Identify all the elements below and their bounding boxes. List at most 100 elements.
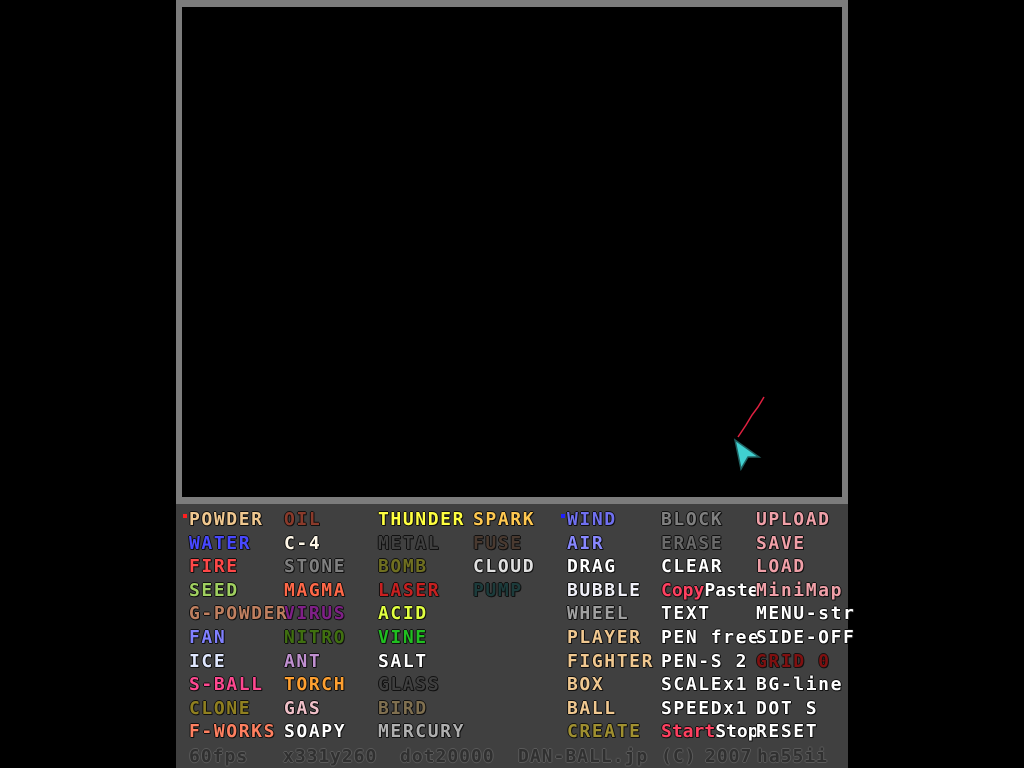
- menu-item-grid-0[interactable]: GRID 0: [756, 650, 831, 673]
- menu-item-text[interactable]: TEXT: [661, 602, 711, 625]
- menu-item-acid[interactable]: ACID: [378, 602, 428, 625]
- menu-item-label: GRID 0: [756, 650, 831, 672]
- menu-item-thunder[interactable]: THUNDER: [378, 508, 465, 531]
- menu-item-f-works[interactable]: F-WORKS: [189, 720, 276, 743]
- menu-item-ant[interactable]: ANT: [284, 650, 321, 673]
- menu-item-spark[interactable]: SPARK: [473, 508, 535, 531]
- menu-item-scalex1[interactable]: SCALEx1: [661, 673, 748, 696]
- menu-item-oil[interactable]: OIL: [284, 508, 321, 531]
- menu-item-label: METAL: [378, 532, 441, 554]
- element-menu: [176, 504, 848, 768]
- menu-item-nitro[interactable]: NITRO: [284, 626, 346, 649]
- menu-item-speedx1[interactable]: SPEEDx1: [661, 697, 748, 720]
- menu-item-virus[interactable]: VIRUS: [284, 602, 346, 625]
- menu-item-bird[interactable]: BIRD: [378, 697, 428, 720]
- menu-item-gas[interactable]: GAS: [284, 697, 321, 720]
- menu-item-g-powder[interactable]: G-POWDER: [189, 602, 289, 625]
- menu-item-pump[interactable]: PUMP: [473, 579, 523, 602]
- menu-item-startstop[interactable]: StartStop: [661, 720, 759, 743]
- menu-item-load[interactable]: LOAD: [756, 555, 806, 578]
- dot-count: dot20000: [400, 746, 495, 767]
- menu-item-minimap[interactable]: MiniMap: [756, 579, 843, 602]
- menu-item-c-4[interactable]: C-4: [284, 532, 321, 555]
- menu-item-bomb[interactable]: BOMB: [378, 555, 428, 578]
- menu-item-salt[interactable]: SALT: [378, 650, 428, 673]
- menu-item-label: BIRD: [378, 697, 428, 719]
- menu-item-reset[interactable]: RESET: [756, 720, 818, 743]
- menu-item-mercury[interactable]: MERCURY: [378, 720, 465, 743]
- menu-item-label: AIR: [567, 532, 605, 554]
- menu-item-metal[interactable]: METAL: [378, 532, 440, 555]
- menu-item-water[interactable]: WATER: [189, 532, 251, 555]
- site-link[interactable]: DAN-BALL.jp: [518, 746, 649, 767]
- menu-item-dot-s[interactable]: DOT S: [756, 697, 818, 720]
- menu-item-label: Stop: [715, 721, 759, 743]
- arrow-cursor-icon: [733, 438, 762, 472]
- menu-item-label: Copy: [661, 579, 705, 601]
- menu-item-label: Paste: [704, 579, 759, 601]
- menu-item-vine[interactable]: VINE: [378, 626, 428, 649]
- year: 2007: [705, 746, 753, 767]
- menu-item-laser[interactable]: LASER: [378, 579, 440, 602]
- menu-item-label: FUSE: [473, 532, 523, 554]
- menu-item-erase[interactable]: ERASE: [661, 532, 723, 555]
- menu-item-label: BUBBLE: [567, 579, 642, 601]
- menu-item-player[interactable]: PLAYER: [567, 626, 642, 649]
- menu-item-pen-free[interactable]: PEN free: [661, 626, 761, 649]
- menu-item-label: SALT: [378, 650, 428, 672]
- game-canvas[interactable]: [182, 7, 842, 497]
- menu-item-ball[interactable]: BALL: [567, 697, 617, 720]
- copyright: (C): [661, 746, 697, 767]
- menu-item-fighter[interactable]: FIGHTER: [567, 650, 654, 673]
- menu-item-fan[interactable]: FAN: [189, 626, 226, 649]
- menu-item-label: SIDE-OFF: [756, 627, 856, 648]
- menu-item-fire[interactable]: FIRE: [189, 555, 239, 578]
- menu-item-label: VINE: [378, 627, 428, 648]
- menu-item-box[interactable]: BOX: [567, 673, 604, 696]
- menu-item-clone[interactable]: CLONE: [189, 697, 251, 720]
- menu-item-label: STONE: [284, 556, 347, 578]
- menu-item-label: OIL: [284, 509, 322, 530]
- menu-item-cloud[interactable]: CLOUD: [473, 555, 535, 578]
- menu-item-label: WIND: [567, 509, 617, 530]
- menu-item-glass[interactable]: GLASS: [378, 673, 440, 696]
- menu-item-clear[interactable]: CLEAR: [661, 555, 723, 578]
- menu-item-label: FAN: [189, 627, 227, 648]
- menu-item-menu-str[interactable]: MENU-str: [756, 602, 856, 625]
- menu-item-label: PEN free: [661, 627, 761, 648]
- menu-item-label: SPEEDx1: [661, 697, 749, 719]
- menu-item-seed[interactable]: SEED: [189, 579, 239, 602]
- menu-item-wheel[interactable]: WHEEL: [567, 602, 629, 625]
- menu-item-s-ball[interactable]: S-BALL: [189, 673, 264, 696]
- menu-item-label: MENU-str: [756, 603, 856, 625]
- menu-item-wind[interactable]: WIND: [567, 508, 617, 531]
- menu-item-label: DRAG: [567, 556, 617, 578]
- menu-item-label: MiniMap: [756, 579, 844, 601]
- menu-item-save[interactable]: SAVE: [756, 532, 806, 555]
- x-readout: x331: [283, 746, 331, 767]
- menu-item-upload[interactable]: UPLOAD: [756, 508, 831, 531]
- menu-item-block[interactable]: BLOCK: [661, 508, 723, 531]
- menu-item-bg-line[interactable]: BG-line: [756, 673, 843, 696]
- menu-item-magma[interactable]: MAGMA: [284, 579, 346, 602]
- menu-item-label: ICE: [189, 650, 227, 672]
- menu-item-bubble[interactable]: BUBBLE: [567, 579, 642, 602]
- menu-item-drag[interactable]: DRAG: [567, 555, 617, 578]
- menu-item-create[interactable]: CREATE: [567, 720, 642, 743]
- menu-item-powder[interactable]: POWDER: [189, 508, 264, 531]
- menu-item-label: POWDER: [189, 509, 264, 530]
- menu-item-copypaste[interactable]: CopyPaste: [661, 579, 759, 602]
- menu-item-label: G-POWDER: [189, 603, 289, 625]
- menu-item-pen-s-2[interactable]: PEN-S 2: [661, 650, 748, 673]
- menu-item-label: WHEEL: [567, 603, 630, 625]
- menu-item-stone[interactable]: STONE: [284, 555, 346, 578]
- menu-item-label: TORCH: [284, 674, 347, 696]
- menu-item-side-off[interactable]: SIDE-OFF: [756, 626, 856, 649]
- menu-item-fuse[interactable]: FUSE: [473, 532, 523, 555]
- menu-item-air[interactable]: AIR: [567, 532, 604, 555]
- menu-item-torch[interactable]: TORCH: [284, 673, 346, 696]
- menu-item-label: BOX: [567, 674, 605, 696]
- menu-item-soapy[interactable]: SOAPY: [284, 720, 346, 743]
- menu-item-label: LASER: [378, 579, 441, 601]
- menu-item-ice[interactable]: ICE: [189, 650, 226, 673]
